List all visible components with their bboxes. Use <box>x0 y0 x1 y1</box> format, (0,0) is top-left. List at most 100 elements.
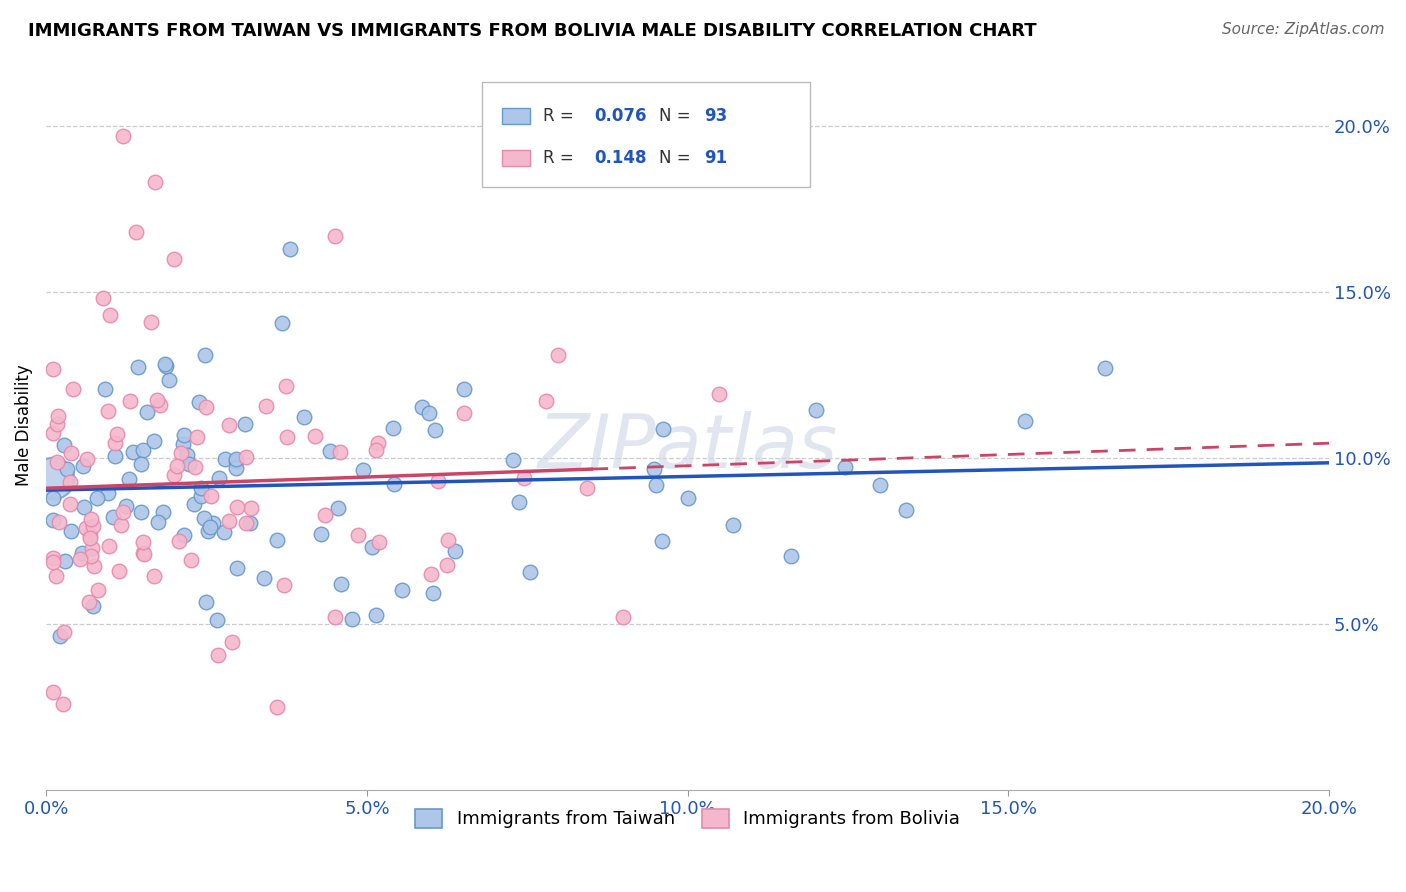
Point <box>53 624 76 639</box>
Point <box>326 501 349 516</box>
Point <box>212 525 235 540</box>
Point <box>73 500 96 515</box>
Point <box>62 383 84 397</box>
Point <box>190 482 212 496</box>
Point <box>502 453 524 467</box>
Point <box>309 527 332 541</box>
Point <box>152 505 174 519</box>
Point <box>157 372 180 386</box>
Point <box>69 552 91 566</box>
Point <box>235 516 257 530</box>
Point <box>233 417 256 431</box>
Point <box>80 541 103 556</box>
Point <box>323 610 346 624</box>
Point <box>391 582 413 597</box>
Point <box>239 516 262 530</box>
Point <box>98 539 121 553</box>
Point <box>208 471 231 485</box>
Point <box>218 418 240 433</box>
Point <box>323 228 346 243</box>
Point <box>381 421 404 435</box>
Point <box>146 516 169 530</box>
Point <box>79 595 101 609</box>
Point <box>82 518 104 533</box>
Point <box>197 524 219 539</box>
Point <box>104 449 127 463</box>
Point <box>194 595 217 609</box>
Point <box>48 515 70 529</box>
Point <box>266 700 288 714</box>
Point <box>201 516 224 530</box>
Point <box>87 583 110 598</box>
Point <box>41 362 63 376</box>
Point <box>94 382 117 396</box>
Point <box>172 437 194 451</box>
Point <box>547 348 569 362</box>
Point <box>118 394 141 409</box>
Point <box>329 576 352 591</box>
Point <box>437 533 460 547</box>
Point <box>576 481 599 495</box>
Point <box>194 347 217 361</box>
Point <box>170 446 193 460</box>
Point <box>111 505 134 519</box>
Point <box>420 567 443 582</box>
Point <box>173 528 195 542</box>
Point <box>122 445 145 459</box>
Point <box>163 252 186 266</box>
Point <box>72 458 94 473</box>
Point <box>186 430 208 444</box>
Point <box>46 455 69 469</box>
Point <box>129 458 152 472</box>
Point <box>180 553 202 567</box>
Point <box>80 549 103 564</box>
Point <box>82 599 104 614</box>
Point <box>79 531 101 545</box>
Point <box>319 444 342 458</box>
Point <box>184 460 207 475</box>
Point <box>534 394 557 409</box>
Point <box>49 629 72 643</box>
Point <box>143 568 166 582</box>
Y-axis label: Male Disability: Male Disability <box>15 364 32 485</box>
Point <box>146 392 169 407</box>
Point <box>132 546 155 560</box>
Point <box>46 417 69 431</box>
Point <box>218 514 240 528</box>
Point <box>340 613 363 627</box>
Point <box>368 535 391 549</box>
Point <box>169 533 191 548</box>
Point <box>422 586 444 600</box>
Point <box>214 452 236 467</box>
Point <box>676 491 699 505</box>
Point <box>1094 361 1116 376</box>
Point <box>139 315 162 329</box>
Point <box>55 462 77 476</box>
Point <box>721 518 744 533</box>
Point <box>41 685 63 699</box>
Point <box>60 446 83 460</box>
Point <box>423 423 446 437</box>
Point <box>896 503 918 517</box>
Point <box>273 578 295 592</box>
Point <box>364 607 387 622</box>
Point <box>207 648 229 663</box>
Point <box>125 225 148 239</box>
Text: 0.076: 0.076 <box>593 107 647 125</box>
Point <box>41 471 63 485</box>
Point <box>155 359 177 373</box>
Point <box>75 521 97 535</box>
Point <box>108 564 131 578</box>
Point <box>112 128 135 143</box>
Point <box>41 425 63 440</box>
Point <box>149 398 172 412</box>
Point <box>418 406 440 420</box>
Point <box>143 176 166 190</box>
Point <box>329 445 352 459</box>
Point <box>46 409 69 423</box>
Text: N =: N = <box>659 107 696 125</box>
Point <box>427 474 450 488</box>
Point <box>177 457 200 471</box>
Text: N =: N = <box>659 149 696 167</box>
Point <box>105 426 128 441</box>
